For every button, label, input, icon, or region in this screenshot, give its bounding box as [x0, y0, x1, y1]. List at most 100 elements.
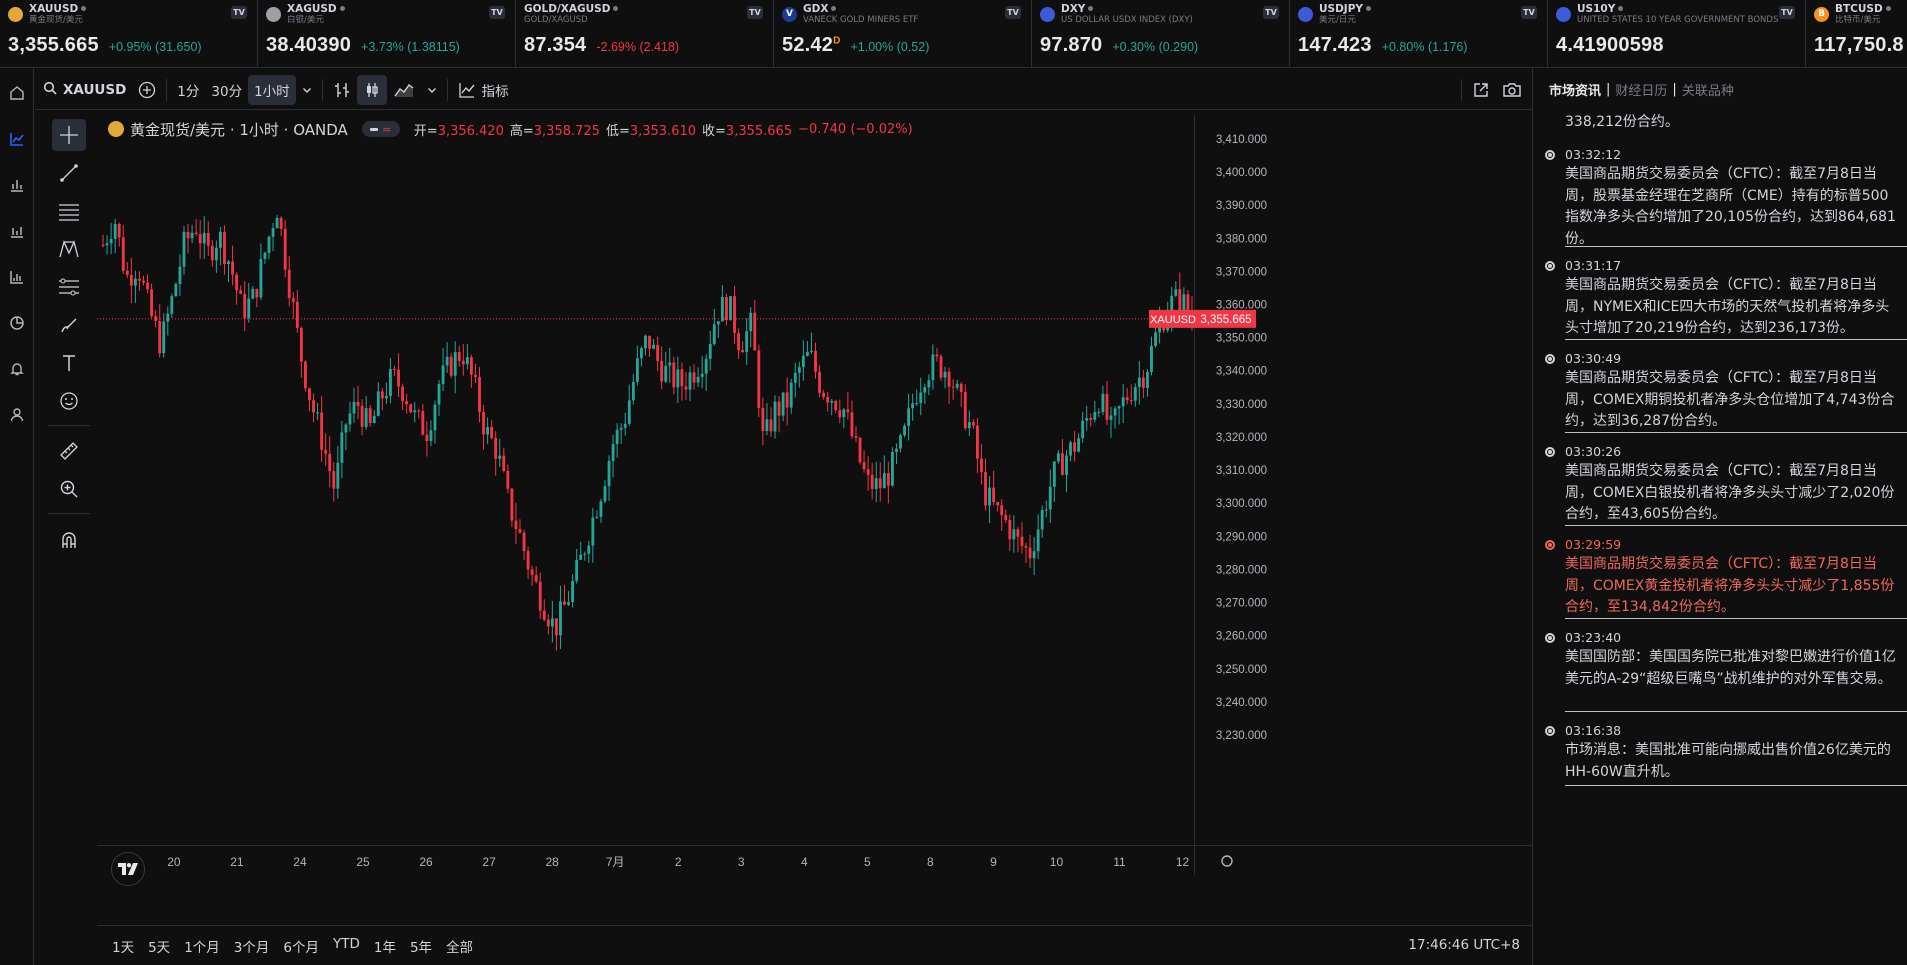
- ticker-change: +0.30% (0.290): [1112, 40, 1199, 54]
- snapshot-button[interactable]: [1496, 75, 1528, 105]
- pattern-tool[interactable]: [52, 233, 86, 265]
- tradingview-mini-icon[interactable]: TV: [747, 6, 763, 19]
- range-button[interactable]: 1天: [112, 939, 135, 956]
- candle-body: [907, 408, 911, 426]
- candle-body: [1121, 397, 1125, 407]
- y-tick-label: 3,330.000: [1216, 399, 1267, 411]
- status-dot: [1885, 6, 1891, 11]
- ticker-btcusd[interactable]: B BTCUSD 比特币/美元 TV 117,750.8: [1806, 0, 1907, 67]
- news-item[interactable]: 03:29:59 美国商品期货交易委员会（CFTC）：截至7月8日当周，COME…: [1533, 536, 1907, 619]
- bar-chart-icon[interactable]: [8, 176, 26, 194]
- candle-body: [146, 282, 149, 290]
- chart-icon[interactable]: [8, 130, 26, 148]
- range-button[interactable]: 1年: [373, 939, 396, 956]
- candle-body: [198, 233, 202, 244]
- candle-body: [583, 553, 587, 555]
- news-item-partial[interactable]: 338,212份合约。: [1533, 110, 1907, 146]
- projection-tool[interactable]: [52, 271, 86, 303]
- x-tick-label: 11: [1113, 855, 1126, 869]
- ticker-usdjpy[interactable]: USDJPY 美元/日元 TV 147.423 +0.80% (1.176): [1290, 0, 1548, 67]
- area-style-button[interactable]: [387, 75, 421, 105]
- news-item[interactable]: 03:16:38 市场消息：美国批准可能向挪威出售价值26亿美元的HH-60W直…: [1533, 722, 1907, 783]
- compare-button[interactable]: [132, 75, 162, 105]
- fullscreen-button[interactable]: [1466, 75, 1496, 105]
- interval-1m[interactable]: 1分: [177, 83, 200, 100]
- pattern-icon: [59, 240, 79, 258]
- magnet-tool[interactable]: [52, 525, 86, 557]
- news-item[interactable]: 03:31:17 美国商品期货交易委员会（CFTC）：截至7月8日当周，NYME…: [1533, 257, 1907, 340]
- interval-1h[interactable]: 1小时: [248, 74, 296, 105]
- home-icon[interactable]: [8, 84, 26, 102]
- interval-30m[interactable]: 30分: [211, 83, 243, 100]
- range-button[interactable]: 5年: [409, 939, 433, 956]
- candle-body: [1065, 455, 1068, 475]
- trendline-tool[interactable]: [52, 157, 86, 189]
- tradingview-mini-icon[interactable]: TV: [1005, 6, 1021, 19]
- tab-market-news[interactable]: 市场资讯: [1549, 83, 1602, 99]
- coins-icon: [266, 6, 281, 22]
- ticker-us10y[interactable]: US10Y UNITED STATES 10 YEAR GOVERNMENT B…: [1548, 0, 1806, 67]
- legend-toggle[interactable]: ≈: [361, 121, 400, 137]
- chart-type-dropdown[interactable]: [421, 75, 443, 105]
- crosshair-tool[interactable]: [52, 119, 86, 151]
- analytics-icon[interactable]: [8, 268, 26, 286]
- pie-chart-icon[interactable]: [8, 314, 26, 332]
- candle-body: [275, 217, 279, 229]
- candle-body: [368, 408, 372, 423]
- brush-tool[interactable]: [52, 309, 86, 341]
- candle-body: [223, 231, 226, 265]
- candles-style-button[interactable]: [356, 74, 387, 105]
- candle-body: [579, 554, 583, 560]
- tradingview-mini-icon[interactable]: TV: [1779, 6, 1795, 19]
- news-item[interactable]: 03:32:12 美国商品期货交易委员会（CFTC）：截至7月8日当周，股票基金…: [1533, 146, 1907, 250]
- tab-related-symbols[interactable]: 关联品种: [1681, 83, 1734, 99]
- bar-style-button[interactable]: [327, 75, 357, 105]
- candle-body: [858, 437, 862, 463]
- tradingview-mini-icon[interactable]: TV: [231, 6, 247, 19]
- candle-body: [692, 372, 696, 383]
- chart-area[interactable]: 3,410.000 3,400.000 3,390.000 3,380.000 3,37…: [97, 115, 1532, 925]
- clock[interactable]: 17:46:46 UTC+8: [1408, 937, 1520, 953]
- news-item[interactable]: 03:30:49 美国商品期货交易委员会（CFTC）：截至7月8日当周，COME…: [1533, 350, 1907, 433]
- range-button[interactable]: 6个月: [283, 939, 319, 956]
- candlestick-chart[interactable]: 3,410.000 3,400.000 3,390.000 3,380.000 3,37…: [97, 115, 1532, 925]
- ticker-xauusd[interactable]: XAUUSD 黄金现货/美元 TV 3,355.665 +0.95% (31.65…: [0, 0, 258, 67]
- candle-body: [304, 361, 307, 389]
- zoom-tool[interactable]: [52, 473, 86, 505]
- ticker-xagusd[interactable]: XAGUSD 白银/美元 TV 38.40390 +3.73% (1.38115): [258, 0, 516, 67]
- symbol-search[interactable]: XAUUSD: [35, 75, 132, 105]
- tab-economic-calendar[interactable]: 财经日历: [1615, 83, 1668, 99]
- news-item[interactable]: 03:30:26 美国商品期货交易委员会（CFTC）：截至7月8日当周，COME…: [1533, 443, 1907, 526]
- text-tool[interactable]: [52, 347, 86, 379]
- user-icon[interactable]: [8, 406, 26, 424]
- ruler-tool[interactable]: [52, 435, 86, 467]
- candle-body: [320, 412, 324, 450]
- ticker-gdx[interactable]: V GDX VANECK GOLD MINERS ETF TV 52.42D +1…: [774, 0, 1032, 67]
- candle-body: [1028, 547, 1032, 559]
- range-button[interactable]: YTD: [332, 935, 360, 952]
- stats-icon[interactable]: [8, 222, 26, 240]
- range-button[interactable]: 5天: [148, 939, 171, 956]
- timeline-dot-icon: [1545, 540, 1555, 550]
- news-item[interactable]: 03:23:40 美国国防部：美国国务院已批准对黎巴嫩进行价值1亿美元的A-29…: [1533, 629, 1907, 690]
- tradingview-mini-icon[interactable]: TV: [1521, 6, 1537, 19]
- interval-dropdown[interactable]: [296, 75, 318, 105]
- range-button[interactable]: 1个月: [184, 939, 220, 956]
- left-rail: [0, 68, 34, 965]
- emoji-tool[interactable]: [52, 385, 86, 417]
- candle-body: [328, 453, 332, 472]
- tradingview-mini-icon[interactable]: TV: [489, 6, 505, 19]
- news-divider: [1565, 525, 1907, 526]
- range-button[interactable]: 3个月: [233, 939, 270, 956]
- candle-body: [150, 289, 154, 317]
- indicators-button[interactable]: 指标: [452, 75, 515, 105]
- bell-icon[interactable]: [8, 360, 26, 378]
- tradingview-mini-icon[interactable]: TV: [1263, 6, 1279, 19]
- chevron-down-icon: [427, 87, 436, 93]
- ticker-goldxagusd[interactable]: GOLD/XAGUSD GOLD/XAGUSD TV 87.354 -2.69% …: [516, 0, 774, 67]
- tradingview-logo[interactable]: [111, 852, 145, 886]
- range-button[interactable]: 全部: [446, 939, 474, 956]
- fib-tool[interactable]: [52, 195, 86, 227]
- ticker-dxy[interactable]: DXY US DOLLAR USDX INDEX (DXY) TV 97.870…: [1032, 0, 1290, 67]
- candle-body: [967, 422, 971, 429]
